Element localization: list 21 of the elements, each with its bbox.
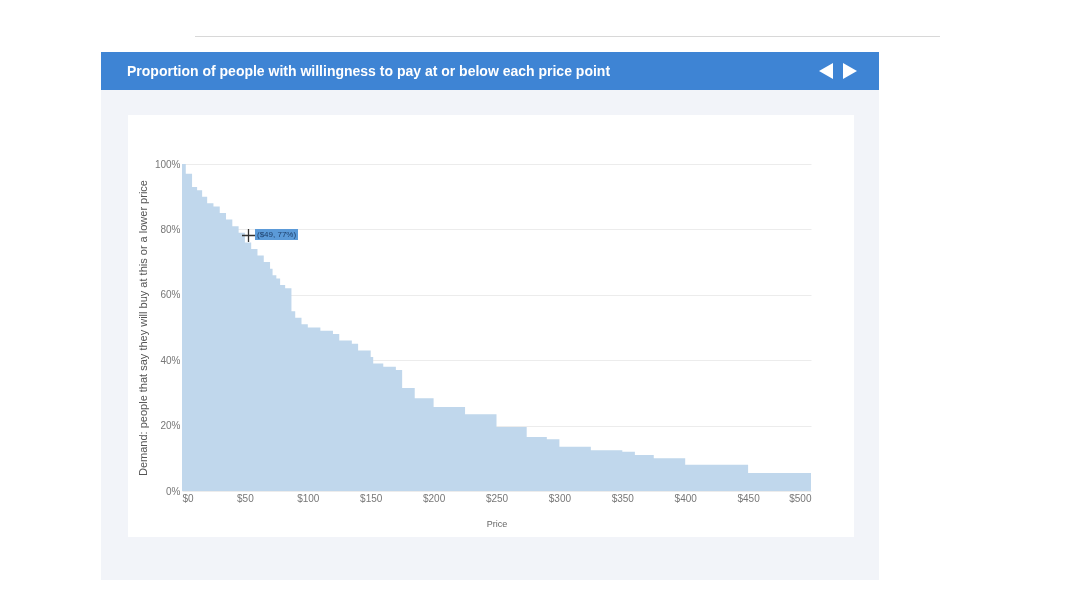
x-tick-label: $500 bbox=[789, 492, 812, 504]
x-tick-label: $450 bbox=[737, 492, 761, 504]
x-tick-label: $100 bbox=[297, 492, 320, 504]
y-tick-label: 80% bbox=[160, 223, 181, 235]
x-tick-label: $300 bbox=[548, 492, 572, 504]
x-tick-label: $250 bbox=[485, 492, 509, 504]
y-tick-label: 40% bbox=[160, 354, 181, 366]
y-tick-label: 100% bbox=[154, 158, 181, 170]
x-axis-title: Price bbox=[486, 518, 508, 529]
x-tick-label: $200 bbox=[422, 492, 446, 504]
x-tick-label: $50 bbox=[237, 492, 255, 504]
y-tick-label: 60% bbox=[160, 289, 181, 301]
x-tick-label: $150 bbox=[360, 492, 383, 504]
annotation: ($49, 77%) bbox=[255, 229, 299, 240]
chart-title: Proportion of people with willingness to pay at or below each price point bbox=[127, 63, 611, 79]
x-tick-label: $400 bbox=[674, 492, 698, 504]
y-axis-title: Demand: people that say they will buy at this or a lower price bbox=[136, 180, 149, 476]
x-tick-label: $350 bbox=[611, 492, 635, 504]
y-tick-label: 20% bbox=[160, 420, 181, 432]
x-tick-label: $0 bbox=[182, 492, 195, 504]
y-tick-label: 0% bbox=[166, 485, 181, 497]
